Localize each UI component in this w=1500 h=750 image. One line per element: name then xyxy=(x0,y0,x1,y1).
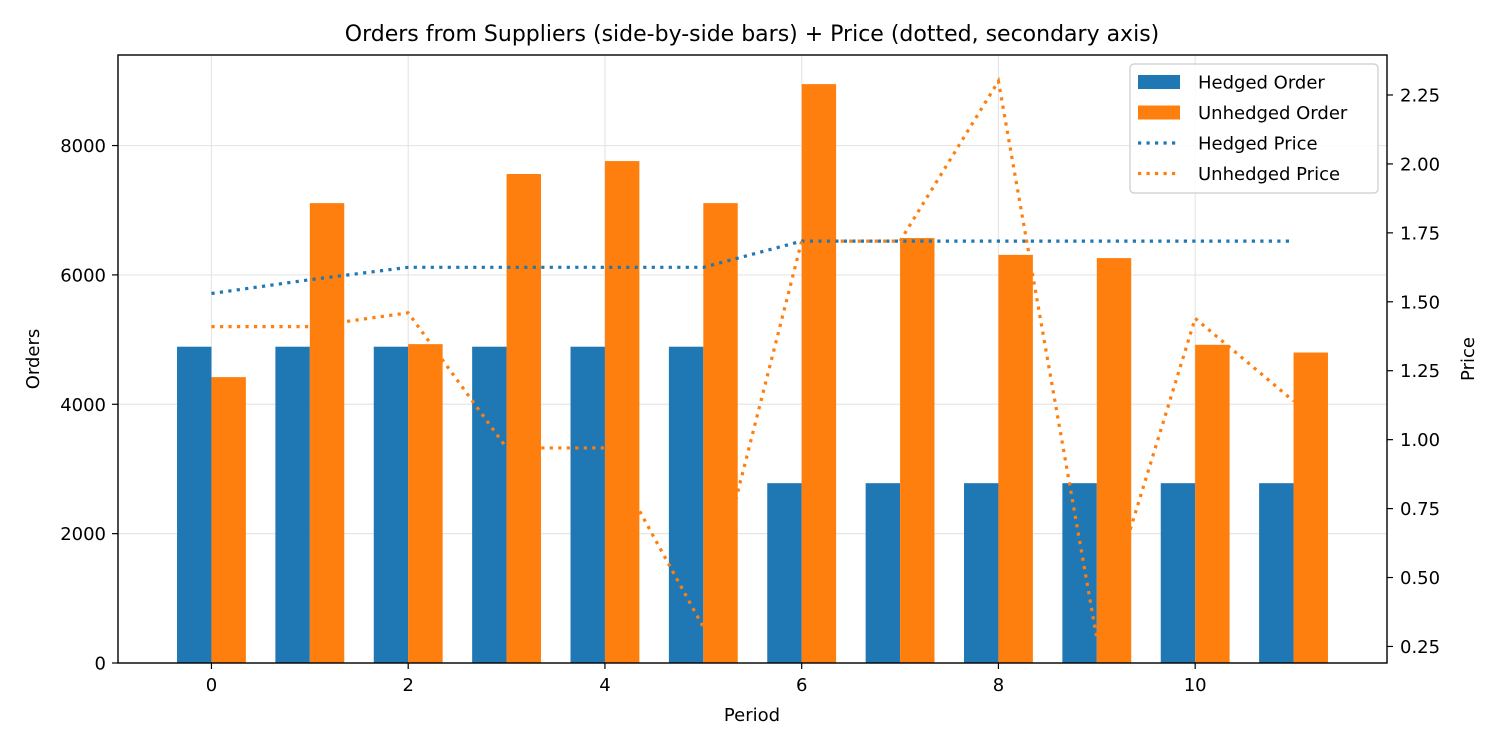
bar-unhedged-order xyxy=(211,377,246,663)
bar-hedged-order xyxy=(275,346,310,663)
bar-hedged-order xyxy=(570,346,605,663)
y-axis-label: Orders xyxy=(23,329,44,390)
bar-unhedged-order xyxy=(1293,352,1328,663)
bars-layer xyxy=(177,84,1328,664)
x-tick-label: 2 xyxy=(402,675,413,696)
y-tick-label: 8000 xyxy=(60,136,106,157)
bar-hedged-order xyxy=(964,483,999,663)
bar-hedged-order xyxy=(1062,483,1097,663)
x-tick-label: 4 xyxy=(599,675,610,696)
lines-layer xyxy=(211,76,1295,639)
y-tick-label: 0 xyxy=(95,654,106,675)
bar-hedged-order xyxy=(1160,483,1196,663)
bar-unhedged-order xyxy=(998,254,1033,663)
y2-tick-label: 1.75 xyxy=(1400,223,1440,244)
legend: Hedged Order Unhedged Order Hedged Price Un… xyxy=(1129,63,1379,194)
legend-swatch xyxy=(1138,105,1180,120)
y-tick-label: 4000 xyxy=(60,395,106,416)
chart-title: Orders from Suppliers (side-by-side bars… xyxy=(345,22,1159,47)
bar-unhedged-order xyxy=(900,238,935,663)
plot-frame xyxy=(117,54,1388,664)
bar-unhedged-order xyxy=(604,161,640,663)
x-tick-label: 8 xyxy=(993,675,1004,696)
y-axis-left: 0 2000 4000 6000 8000 xyxy=(60,136,118,675)
x-axis: 0 2 4 6 8 10 xyxy=(206,663,1207,696)
y2-axis-label: Price xyxy=(1458,337,1479,381)
x-tick-label: 10 xyxy=(1184,675,1207,696)
y-tick-label: 2000 xyxy=(60,524,106,545)
bar-hedged-order xyxy=(177,346,212,663)
bar-unhedged-order xyxy=(801,84,837,663)
y2-tick-label: 0.75 xyxy=(1400,499,1440,520)
y2-tick-label: 2.00 xyxy=(1400,154,1440,175)
y2-tick-label: 0.25 xyxy=(1400,637,1440,658)
y2-tick-label: 0.50 xyxy=(1400,568,1440,589)
line-unhedged-price xyxy=(211,76,1295,639)
line-hedged-price xyxy=(211,239,1294,296)
y2-tick-label: 2.25 xyxy=(1400,85,1440,106)
bar-unhedged-order xyxy=(408,344,443,663)
y2-tick-label: 1.50 xyxy=(1400,292,1440,313)
legend-box xyxy=(1129,63,1379,194)
legend-swatch xyxy=(1138,75,1180,89)
bar-unhedged-order xyxy=(1195,344,1230,663)
bar-hedged-order xyxy=(668,346,704,663)
bar-hedged-order xyxy=(472,346,507,663)
y-tick-label: 6000 xyxy=(60,265,106,286)
y-axis-right: 0.25 0.50 0.75 1.00 1.25 1.50 1.75 2.00 2.25 xyxy=(1387,85,1440,658)
bar-unhedged-order xyxy=(703,203,738,664)
bar-unhedged-order xyxy=(506,174,541,664)
bar-hedged-order xyxy=(767,483,802,663)
legend-label: Unhedged Price xyxy=(1198,164,1340,185)
bar-unhedged-order xyxy=(309,203,345,664)
bar-hedged-order xyxy=(373,346,409,663)
x-axis-label: Period xyxy=(724,705,780,726)
bar-unhedged-order xyxy=(1096,258,1132,663)
y2-tick-label: 1.00 xyxy=(1400,430,1440,451)
bar-hedged-order xyxy=(865,483,901,663)
legend-label: Unhedged Order xyxy=(1198,103,1348,124)
x-tick-label: 6 xyxy=(796,675,807,696)
legend-label: Hedged Price xyxy=(1198,134,1318,155)
x-tick-label: 0 xyxy=(206,675,217,696)
legend-label: Hedged Order xyxy=(1198,73,1325,94)
y2-tick-label: 1.25 xyxy=(1400,361,1440,382)
bar-hedged-order xyxy=(1259,483,1294,663)
